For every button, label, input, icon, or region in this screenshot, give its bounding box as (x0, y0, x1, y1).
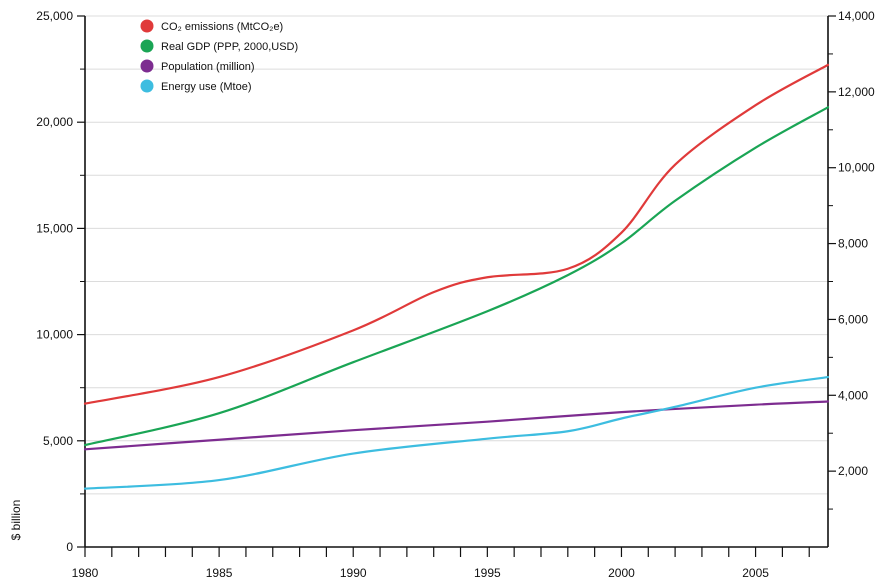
legend-label: CO₂ emissions (MtCO₂e) (161, 21, 283, 33)
x-tick-label: 1980 (72, 566, 99, 580)
series-lines (83, 63, 830, 490)
left-tick-label: 25,000 (36, 9, 73, 23)
x-tick-label: 1985 (206, 566, 233, 580)
left-tick-label: 10,000 (36, 328, 73, 342)
x-tick-label: 1995 (474, 566, 501, 580)
left-tick-label: 5,000 (43, 434, 73, 448)
left-tick-label: 15,000 (36, 221, 73, 235)
left-tick-label: 0 (66, 540, 73, 554)
right-axis-ticks: 2,000 4,000 6,000 8,000 10,000 12,000 14,000 (828, 9, 875, 510)
right-tick-label: 10,000 (838, 161, 875, 175)
left-axis-title: $ billion (9, 500, 23, 541)
legend-swatch (140, 19, 154, 33)
left-axis-ticks: 0 5,000 10,000 15,000 20,000 25,000 (36, 9, 85, 554)
legend-swatch (140, 39, 154, 53)
series-line-co-emissions (83, 63, 830, 405)
series-line-population-million (83, 400, 830, 451)
right-tick-label: 4,000 (838, 388, 868, 402)
legend-swatch (140, 79, 154, 93)
x-axis-ticks: 1980 1985 1990 1995 2000 2005 (72, 547, 810, 580)
series-line-energy-use (83, 375, 830, 490)
right-tick-label: 8,000 (838, 237, 868, 251)
legend-label: Population (million) (161, 61, 255, 73)
right-tick-label: 2,000 (838, 464, 868, 478)
x-tick-label: 1990 (340, 566, 367, 580)
legend-label: Real GDP (PPP, 2000,USD) (161, 41, 298, 53)
right-tick-label: 12,000 (838, 85, 875, 99)
legend-swatch (140, 59, 154, 73)
right-tick-label: 14,000 (838, 9, 875, 23)
right-tick-label: 6,000 (838, 312, 868, 326)
left-tick-label: 20,000 (36, 115, 73, 129)
series-line-real-gdp (83, 106, 830, 447)
x-tick-label: 2005 (742, 566, 769, 580)
x-tick-label: 2000 (608, 566, 635, 580)
legend: CO₂ emissions (MtCO₂e) Real GDP (PPP, 200… (140, 19, 298, 93)
legend-label: Energy use (Mtoe) (161, 81, 251, 93)
